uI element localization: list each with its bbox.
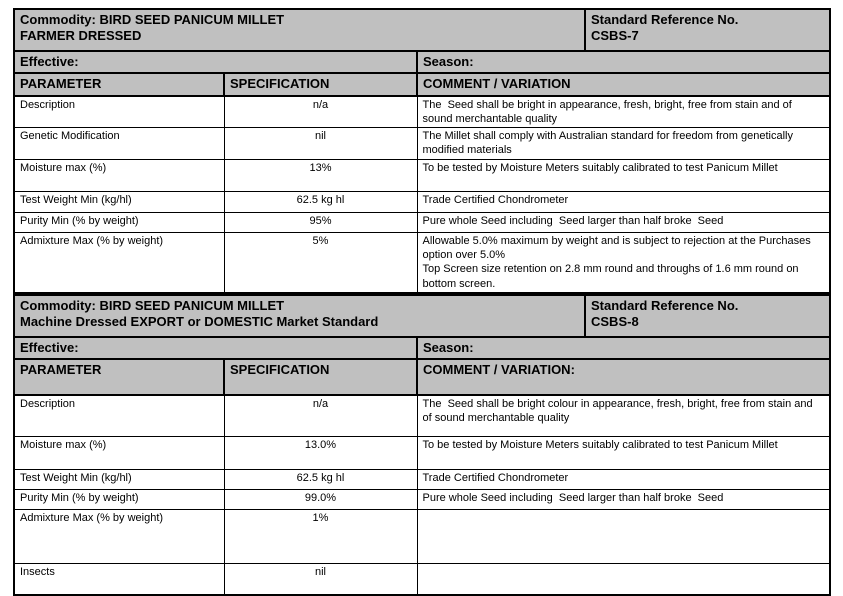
parameter-cell: Purity Min (% by weight) <box>13 211 225 233</box>
parameter-cell: Admixture Max (% by weight) <box>13 509 225 565</box>
table-row: Test Weight Min (kg/hl) 62.5 kg hl Trade C… <box>13 190 831 213</box>
parameter-cell: Purity Min (% by weight) <box>13 489 225 511</box>
commodity-line2: Machine Dressed EXPORT or DOMESTIC Marke… <box>20 314 379 330</box>
commodity-title-cell: Commodity: BIRD SEED PANICUM MILLET FARM… <box>13 8 586 52</box>
specification-cell: 62.5 kg hl <box>223 469 418 491</box>
column-header-row: PARAMETER SPECIFICATION COMMENT / VARIAT… <box>13 358 831 397</box>
season-label: Season: <box>416 49 831 75</box>
specification-cell: 62.5 kg hl <box>223 190 418 213</box>
comment-cell: Trade Certified Chondrometer <box>416 469 831 491</box>
comment-cell: Trade Certified Chondrometer <box>416 190 831 213</box>
effective-label: Effective: <box>13 49 418 75</box>
parameter-cell: Genetic Modification <box>13 127 225 160</box>
table-row: Test Weight Min (kg/hl) 62.5 kg hl Trade C… <box>13 469 831 491</box>
standard-reference-cell: Standard Reference No. CSBS-8 <box>584 293 831 338</box>
comment-cell <box>416 563 831 596</box>
specification-cell: nil <box>223 127 418 160</box>
spec-table-csbs-8: Commodity: BIRD SEED PANICUM MILLET Mach… <box>13 293 831 596</box>
comment-cell: To be tested by Moisture Meters suitably… <box>416 158 831 192</box>
season-label: Season: <box>416 335 831 361</box>
table-row: Insects nil <box>13 563 831 596</box>
specification-cell: n/a <box>223 94 418 129</box>
standard-reference-label: Standard Reference No. <box>591 297 739 313</box>
table-row: Admixture Max (% by weight) 1% <box>13 509 831 565</box>
parameter-cell: Moisture max (%) <box>13 158 225 192</box>
standard-reference-number: CSBS-8 <box>591 314 639 330</box>
comment-cell: The Seed shall be bright in appearance, … <box>416 94 831 129</box>
comment-cell <box>416 509 831 565</box>
column-header-comment: COMMENT / VARIATION <box>416 72 831 97</box>
comment-cell: The Seed shall be bright colour in appea… <box>416 394 831 438</box>
table-row: Moisture max (%) 13% To be tested by Moist… <box>13 158 831 192</box>
specification-cell: 13% <box>223 158 418 192</box>
effective-label: Effective: <box>13 335 418 361</box>
specification-cell: 99.0% <box>223 489 418 511</box>
comment-cell: Pure whole Seed including Seed larger th… <box>416 211 831 233</box>
standard-reference-number: CSBS-7 <box>591 28 639 44</box>
specification-cell: 1% <box>223 509 418 565</box>
specification-cell: nil <box>223 563 418 596</box>
spec-table-csbs-7: Commodity: BIRD SEED PANICUM MILLET FARM… <box>13 8 831 294</box>
effective-season-row: Effective: Season: <box>13 49 831 75</box>
parameter-cell: Moisture max (%) <box>13 436 225 471</box>
column-header-specification: SPECIFICATION <box>223 358 418 397</box>
parameter-cell: Description <box>13 94 225 129</box>
column-header-comment: COMMENT / VARIATION: <box>416 358 831 397</box>
parameter-cell: Insects <box>13 563 225 596</box>
specification-cell: 5% <box>223 231 418 294</box>
specification-cell: 13.0% <box>223 436 418 471</box>
parameter-cell: Test Weight Min (kg/hl) <box>13 190 225 213</box>
commodity-header-row: Commodity: BIRD SEED PANICUM MILLET Mach… <box>13 293 831 338</box>
parameter-cell: Admixture Max (% by weight) <box>13 231 225 294</box>
comment-cell: Pure whole Seed including Seed larger th… <box>416 489 831 511</box>
specification-cell: n/a <box>223 394 418 438</box>
table-row: Purity Min (% by weight) 95% Pure whole Se… <box>13 211 831 233</box>
comment-cell: To be tested by Moisture Meters suitably… <box>416 436 831 471</box>
standard-reference-cell: Standard Reference No. CSBS-7 <box>584 8 831 52</box>
parameter-cell: Test Weight Min (kg/hl) <box>13 469 225 491</box>
effective-season-row: Effective: Season: <box>13 335 831 361</box>
column-header-specification: SPECIFICATION <box>223 72 418 97</box>
table-row: Moisture max (%) 13.0% To be tested by Moi… <box>13 436 831 471</box>
commodity-line2: FARMER DRESSED <box>20 28 142 44</box>
comment-cell: The Millet shall comply with Australian … <box>416 127 831 160</box>
commodity-line1: Commodity: BIRD SEED PANICUM MILLET <box>20 297 285 313</box>
commodity-line1: Commodity: BIRD SEED PANICUM MILLET <box>20 12 285 27</box>
table-row: Admixture Max (% by weight) 5% Allowable 5… <box>13 231 831 294</box>
column-header-row: PARAMETER SPECIFICATION COMMENT / VARIAT… <box>13 72 831 97</box>
column-header-parameter: PARAMETER <box>13 72 225 97</box>
parameter-cell: Description <box>13 394 225 438</box>
standard-reference-label: Standard Reference No. <box>591 12 739 27</box>
table-row: Description n/a The Seed shall be bright i… <box>13 94 831 129</box>
column-header-parameter: PARAMETER <box>13 358 225 397</box>
table-row: Genetic Modification nil The Millet shall … <box>13 127 831 160</box>
table-row: Description n/a The Seed shall be bright c… <box>13 394 831 438</box>
specification-cell: 95% <box>223 211 418 233</box>
commodity-header-row: Commodity: BIRD SEED PANICUM MILLET FARM… <box>13 8 831 52</box>
table-row: Purity Min (% by weight) 99.0% Pure whole … <box>13 489 831 511</box>
comment-cell: Allowable 5.0% maximum by weight and is … <box>416 231 831 294</box>
commodity-title-cell: Commodity: BIRD SEED PANICUM MILLET Mach… <box>13 293 586 338</box>
